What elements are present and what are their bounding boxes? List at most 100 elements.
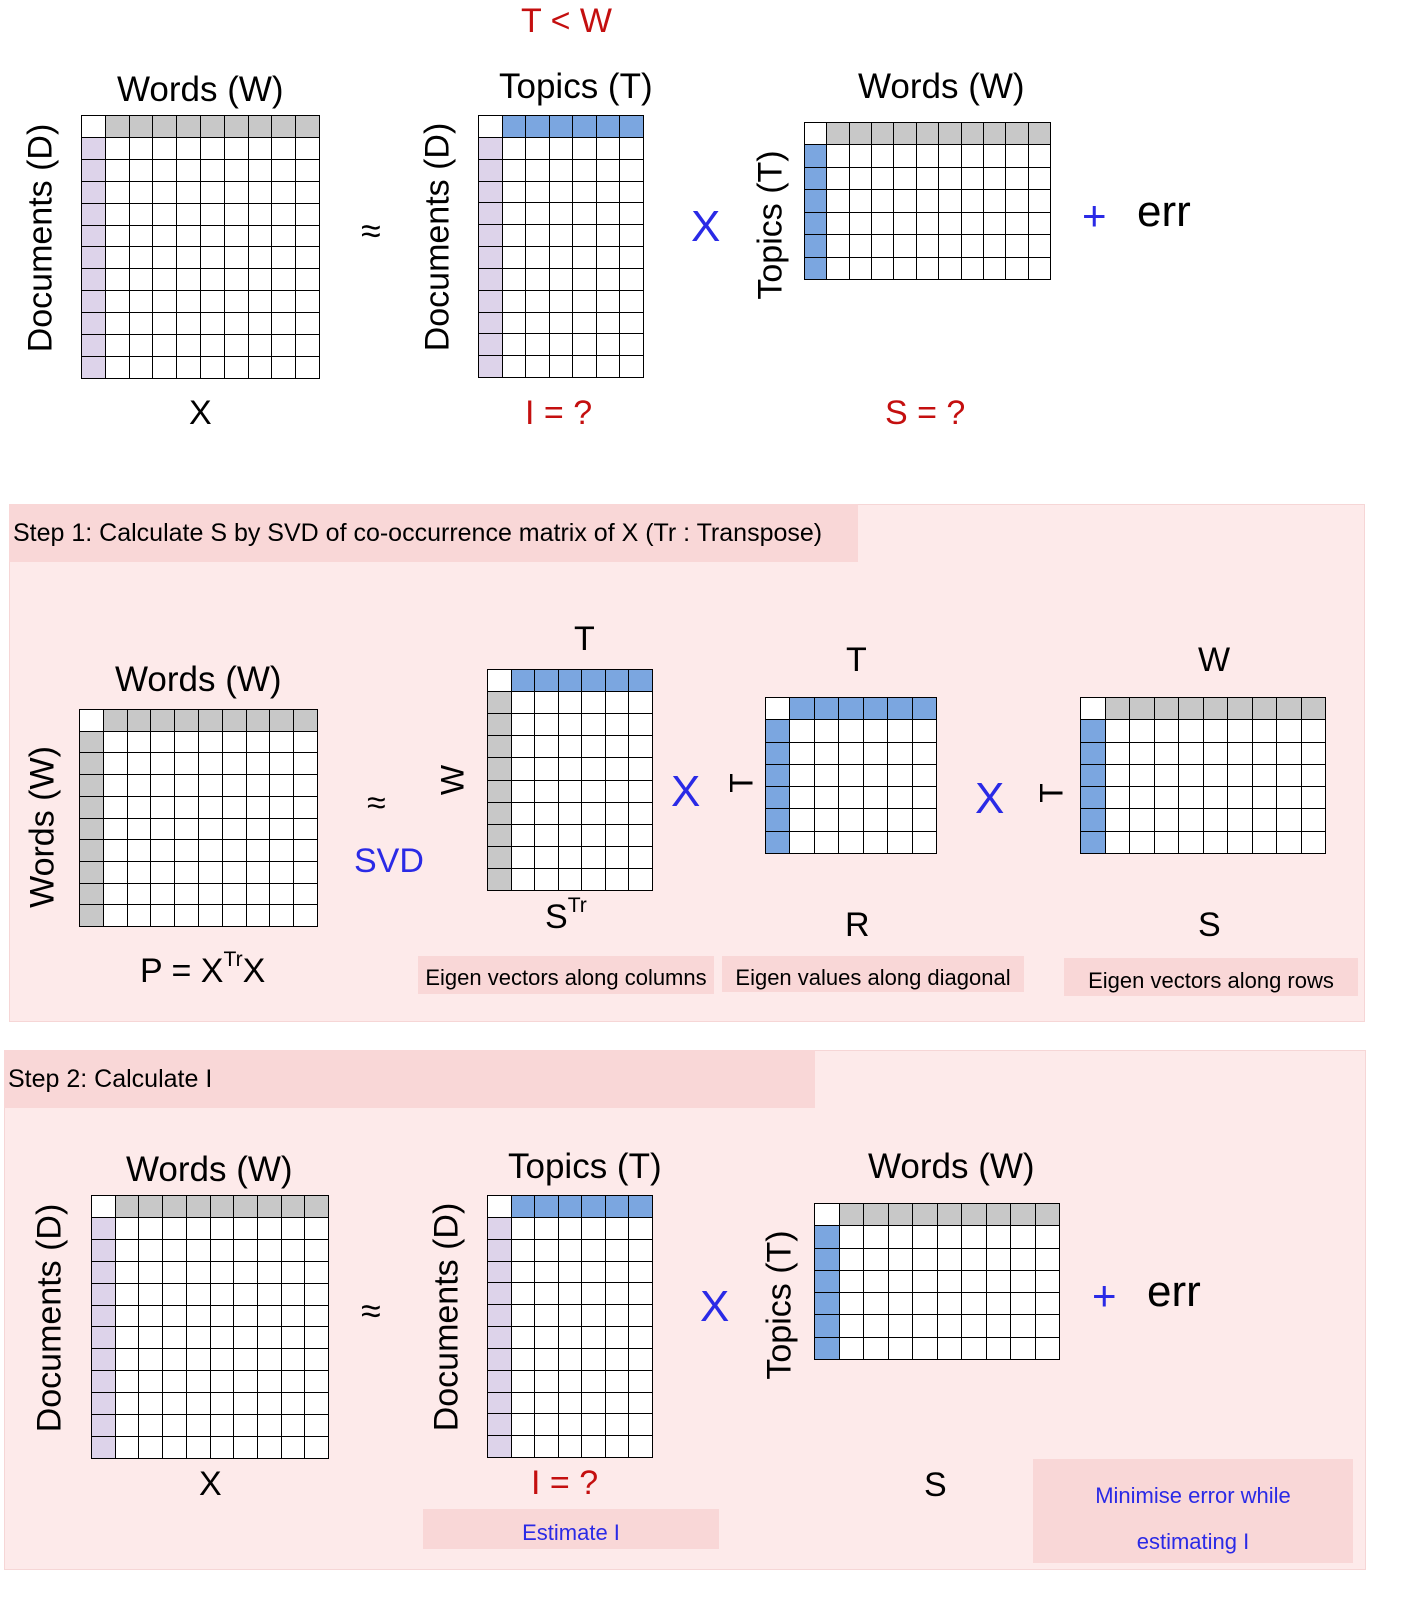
matrix-cell [582, 1370, 605, 1392]
s-matrix-name: S [1198, 906, 1221, 944]
matrix-cell [558, 1370, 582, 1392]
matrix-cell [257, 1261, 281, 1283]
matrix-cell [115, 1261, 139, 1283]
matrix-cell [582, 714, 605, 736]
matrix-cell [248, 247, 272, 269]
matrix-cell [912, 698, 936, 720]
matrix-cell [105, 357, 129, 378]
matrix-cell [294, 796, 317, 818]
matrix-cell [849, 257, 872, 279]
matrix-cell [139, 1349, 163, 1371]
matrix-cell [888, 831, 912, 853]
matrix-cell [535, 670, 558, 692]
matrix-cell [1252, 720, 1276, 742]
matrix-cell [629, 758, 652, 780]
matrix-cell [839, 698, 863, 720]
matrix-cell [177, 225, 200, 247]
matrix-cell [511, 714, 535, 736]
matrix-cell [488, 1305, 511, 1326]
matrix-cell [92, 1239, 115, 1261]
s-rows-label: Topics (T) [751, 150, 790, 300]
matrix-cell [272, 116, 296, 137]
matrix-cell [629, 1261, 652, 1283]
matrix-cell [224, 159, 248, 181]
matrix-cell [511, 1392, 535, 1414]
matrix-cell [246, 861, 270, 883]
matrix-cell [127, 861, 151, 883]
matrix-cell [257, 1349, 281, 1371]
matrix-cell [139, 1437, 163, 1458]
matrix-cell [115, 1217, 139, 1239]
matrix-cell [248, 335, 272, 357]
matrix-cell [186, 1239, 210, 1261]
multiply-symbol: X [700, 1282, 730, 1331]
matrix-cell [605, 1196, 629, 1217]
matrix-cell [270, 796, 294, 818]
matrix-cell [488, 1261, 511, 1283]
matrix-cell [305, 1415, 328, 1437]
matrix-cell [511, 736, 535, 758]
minimise-error-note: Minimise error while estimating I [1033, 1459, 1353, 1563]
matrix-cell [939, 257, 961, 279]
matrix-cell [629, 868, 652, 890]
matrix-cell [605, 736, 629, 758]
matrix-cell [479, 137, 502, 159]
matrix-cell [526, 290, 549, 312]
matrix-cell [294, 818, 317, 840]
matrix-cell [839, 1270, 863, 1293]
matrix-cell [248, 357, 272, 378]
matrix-cell [549, 159, 573, 181]
matrix-s [814, 1203, 1060, 1360]
step2-header: Step 2: Calculate I [4, 1050, 815, 1108]
matrix-cell [92, 1437, 115, 1458]
matrix-cell [234, 1196, 257, 1217]
matrix-cell [535, 1436, 558, 1457]
matrix-cell [115, 1283, 139, 1305]
matrix-cell [1035, 1204, 1059, 1226]
matrix-cell [983, 257, 1006, 279]
matrix-cell [827, 167, 849, 190]
matrix-cell [103, 775, 127, 796]
matrix-cell [1154, 720, 1178, 742]
matrix-cell [234, 1239, 257, 1261]
matrix-cell [200, 313, 224, 335]
matrix-cell [872, 123, 894, 145]
matrix-cell [1105, 809, 1129, 831]
matrix-cell [849, 235, 872, 257]
matrix-cell [605, 1370, 629, 1392]
matrix-cell [962, 1337, 986, 1359]
matrix-cell [257, 1393, 281, 1415]
matrix-cell [270, 840, 294, 861]
matrix-cell [502, 225, 526, 246]
matrix-cell [766, 764, 790, 787]
matrix-cell [814, 764, 839, 787]
matrix-cell [163, 1239, 186, 1261]
matrix-cell [961, 190, 983, 212]
matrix-cell [888, 1248, 912, 1270]
matrix-cell [222, 883, 246, 905]
matrix-cell [175, 905, 198, 926]
matrix-cell [139, 1239, 163, 1261]
matrix-cell [912, 720, 936, 742]
matrix-cell [175, 775, 198, 796]
matrix-cell [526, 137, 549, 159]
matrix-cell [1081, 698, 1105, 720]
matrix-cell [103, 710, 127, 731]
matrix-cell [248, 269, 272, 291]
matrix-cell [115, 1327, 139, 1349]
matrix-cell [1130, 764, 1154, 787]
matrix-cell [805, 257, 827, 279]
matrix-cell [272, 225, 296, 247]
matrix-cell [115, 1415, 139, 1437]
matrix-cell [127, 710, 151, 731]
matrix-cell [605, 692, 629, 714]
matrix-cell [620, 137, 643, 159]
matrix-cell [582, 1348, 605, 1370]
matrix-cell [558, 1327, 582, 1348]
matrix-cell [92, 1261, 115, 1283]
matrix-cell [983, 235, 1006, 257]
matrix-cell [177, 159, 200, 181]
matrix-cell [129, 291, 153, 313]
approx-symbol: ≈ [367, 784, 386, 822]
matrix-cell [488, 868, 511, 890]
